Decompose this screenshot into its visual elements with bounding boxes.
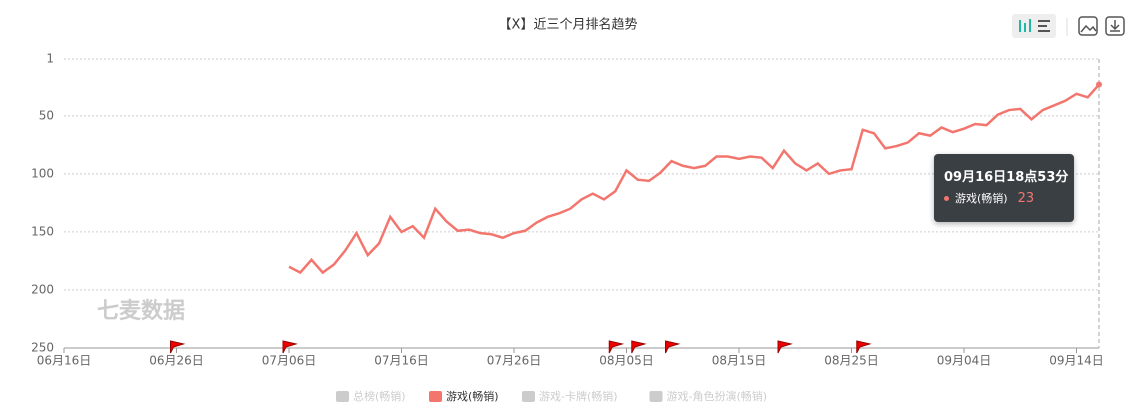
line [288,83,1100,275]
icon-bar [1029,19,1031,32]
legend-label: 游戏(畅销) [446,389,499,403]
legend-label: 游戏-卡牌(畅销) [539,389,618,403]
event-flag[interactable] [631,340,647,354]
legend-item[interactable]: 总榜(畅销) [336,389,406,403]
view-toggle[interactable] [1012,14,1056,38]
x-tick-label: 09月14日 [1049,354,1104,368]
event-flag[interactable] [856,340,872,354]
download-icon [1110,20,1120,32]
legend-item[interactable]: 游戏-角色扮演(畅销) [649,389,768,403]
x-tick-label: 06月26日 [149,354,204,368]
x-tick-label: 07月26日 [487,354,542,368]
y-tick-label: 50 [39,108,54,122]
icon-bar [1038,20,1050,22]
x-tick-label: 07月16日 [374,354,429,368]
tooltip: 09月16日18点53分 游戏(畅销) 23 [934,154,1074,222]
y-tick-label: 250 [31,341,54,355]
y-tick-label: 100 [31,166,54,180]
download-button[interactable] [1105,16,1125,36]
event-flag[interactable] [665,340,681,354]
toolbar [1012,14,1125,38]
event-flag[interactable] [608,340,625,354]
event-flag[interactable] [777,340,793,354]
event-flag[interactable] [170,340,186,354]
legend-swatch [336,391,349,402]
x-tick-label: 08月15日 [712,354,767,368]
tooltip-value: 23 [1017,190,1035,206]
event-flag[interactable] [282,340,298,354]
icon-bar [1019,20,1021,32]
tooltip-title: 09月16日18点53分 [944,170,1069,185]
tooltip-dot [944,195,949,201]
legend-label: 游戏-角色扮演(畅销) [667,389,768,403]
point [1096,81,1102,88]
legend-swatch [649,391,663,402]
watermark: 七麦数据 [97,298,185,324]
tooltip-row: 游戏(畅销) 23 [944,190,1034,206]
x-tick-label: 08月25日 [824,354,879,368]
legend-item[interactable]: 游戏-卡牌(畅销) [522,389,618,403]
x-tick-label: 08月05日 [599,354,654,368]
chart-title: 【X】近三个月排名趋势 [499,17,638,33]
icon-bar [1024,23,1026,32]
icon-bar [1038,25,1047,27]
tooltip-series: 游戏(畅销) [955,192,1008,205]
y-tick-label: 150 [31,224,54,238]
legend-label: 总榜(畅销) [353,389,406,403]
x-tick-label: 07月06日 [262,354,317,368]
x-tick-label: 09月04日 [937,354,992,368]
x-tick-label: 06月16日 [37,354,92,368]
image-button[interactable] [1078,16,1098,36]
image-icon [1080,24,1097,33]
legend-item[interactable]: 游戏(畅销) [429,389,499,403]
legend-swatch [429,391,442,402]
legend-swatch [522,391,535,402]
y-tick-label: 1 [46,52,54,66]
icon-bar [1038,30,1050,32]
y-tick-label: 200 [31,282,54,296]
